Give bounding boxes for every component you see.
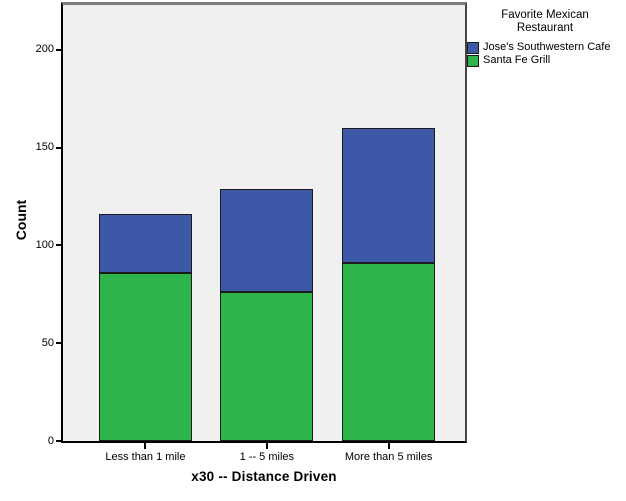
y-tick-mark: [56, 244, 61, 247]
bar-segment: [220, 188, 314, 293]
y-tick-label: 200: [35, 43, 54, 56]
y-tick-mark: [56, 146, 61, 149]
bar-segment: [342, 263, 436, 441]
y-axis-title: Count: [13, 199, 29, 241]
y-tick-label: 100: [35, 238, 54, 251]
x-axis-title: x30 -- Distance Driven: [191, 469, 337, 484]
legend-entry-label: Santa Fe Grill: [483, 54, 551, 66]
y-tick-mark: [56, 440, 61, 442]
legend-entries: Jose's Southwestern Cafe Santa Fe Grill: [466, 41, 624, 67]
x-category-label: More than 5 miles: [344, 451, 433, 463]
y-tick-mark: [56, 48, 61, 51]
y-tick-mark: [56, 342, 61, 345]
legend-swatch: [467, 54, 479, 67]
y-tick-label: 50: [41, 336, 54, 349]
x-category-label: Less than 1 mile: [105, 451, 186, 463]
bar-segment: [342, 128, 436, 264]
x-tick-mark: [144, 443, 147, 449]
bar-segment: [98, 214, 192, 273]
bar-segment: [220, 292, 314, 441]
legend-entry: Santa Fe Grill: [466, 54, 624, 67]
x-tick-mark: [387, 443, 390, 449]
plot-area: [61, 2, 467, 443]
legend: Favorite Mexican Restaurant Jose's South…: [466, 9, 624, 67]
x-category-label: 1 -- 5 miles: [239, 451, 295, 463]
legend-title: Favorite Mexican Restaurant: [501, 9, 589, 34]
y-tick-label: 150: [35, 141, 54, 154]
legend-entry-label: Jose's Southwestern Cafe: [483, 41, 611, 53]
legend-swatch: [467, 41, 479, 54]
y-tick-label: 0: [47, 434, 54, 447]
x-tick-mark: [265, 443, 268, 449]
legend-entry: Jose's Southwestern Cafe: [466, 41, 624, 54]
bar-segment: [98, 272, 192, 441]
